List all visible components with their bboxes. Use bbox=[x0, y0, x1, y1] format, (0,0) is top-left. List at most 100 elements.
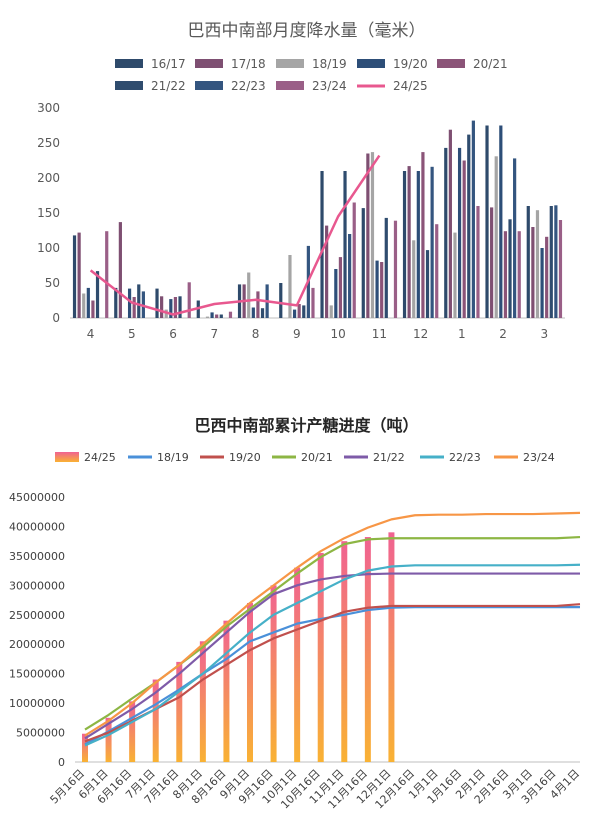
bar-20-21 bbox=[132, 297, 136, 318]
sugar-production-chart: 巴西中南部累计产糖进度（吨） 0 5000000 10000000 15000000 2… bbox=[0, 400, 613, 830]
bar-21-22 bbox=[219, 314, 223, 318]
bar-16-17 bbox=[72, 235, 77, 318]
y-tick-label: 0 bbox=[58, 756, 65, 769]
bar-17-18 bbox=[407, 166, 411, 318]
bar-24-25 bbox=[152, 679, 159, 762]
sugar-production-chart-svg: 0 5000000 10000000 15000000 20000000 25000000… bbox=[9, 451, 582, 811]
bar-19-20 bbox=[86, 287, 90, 318]
bar-21-22 bbox=[384, 217, 388, 318]
y-tick-label: 50 bbox=[45, 276, 60, 290]
bar-17-18 bbox=[325, 225, 329, 318]
bar-18-19 bbox=[370, 152, 375, 318]
bar-23-24 bbox=[228, 311, 233, 318]
legend-swatch bbox=[195, 59, 223, 68]
legend-swatch bbox=[55, 452, 79, 462]
bar-20-21 bbox=[91, 300, 95, 318]
bar-18-19 bbox=[453, 232, 457, 318]
legend-swatch bbox=[115, 59, 143, 68]
line-21-22 bbox=[84, 572, 580, 740]
bar-17-18 bbox=[118, 222, 122, 318]
bar-21-22 bbox=[549, 206, 553, 318]
x-tick-label: 8 bbox=[252, 327, 260, 341]
x-tick-label: 3 bbox=[541, 327, 549, 341]
line-24-25 bbox=[89, 154, 381, 316]
y-tick-label: 30000000 bbox=[9, 579, 65, 592]
precipitation-chart: 巴西中南部月度降水量（毫米） 0 50 100 150 200 250 300 4 5 6 7 8 9 1… bbox=[0, 0, 613, 360]
bar-18-19 bbox=[82, 293, 86, 318]
x-tick-label: 7 bbox=[211, 327, 219, 341]
bar-18-19 bbox=[535, 210, 540, 318]
y-tick-label: 45000000 bbox=[9, 491, 65, 504]
bar-16-17 bbox=[155, 288, 159, 318]
y-tick-label: 10000000 bbox=[9, 697, 65, 710]
x-tick-label: 4 bbox=[87, 327, 95, 341]
bar-24-25 bbox=[223, 620, 230, 762]
bar-19-20 bbox=[375, 260, 379, 318]
legend-label: 20/21 bbox=[301, 451, 333, 464]
bar-16-17 bbox=[444, 147, 448, 318]
y-tick-label: 300 bbox=[37, 101, 60, 115]
bar-17-18 bbox=[490, 207, 494, 318]
bar-16-17 bbox=[485, 125, 489, 318]
bar-23-24 bbox=[517, 231, 521, 318]
bar-20-21 bbox=[297, 304, 301, 318]
bar-22-23 bbox=[513, 158, 517, 318]
bar-21-22 bbox=[467, 134, 471, 318]
line-18-19 bbox=[84, 606, 580, 746]
bar-18-19 bbox=[205, 316, 210, 318]
bar-16-17 bbox=[402, 171, 407, 318]
y-tick-label: 100 bbox=[37, 241, 60, 255]
bar-21-22 bbox=[343, 171, 347, 318]
legend-label: 18/19 bbox=[312, 57, 347, 71]
legend-label: 23/24 bbox=[523, 451, 555, 464]
bar-24-25 bbox=[82, 733, 88, 762]
chart-title: 巴西中南部累计产糖进度（吨） bbox=[194, 416, 419, 435]
bar-20-21 bbox=[173, 297, 178, 318]
bar-20-21 bbox=[338, 257, 343, 318]
bar-24-25 bbox=[317, 552, 324, 762]
legend-label: 21/22 bbox=[373, 451, 405, 464]
legend-label: 21/22 bbox=[151, 79, 186, 93]
legend-swatch bbox=[276, 59, 304, 68]
chart-title: 巴西中南部月度降水量（毫米） bbox=[187, 21, 426, 41]
bar-22-23 bbox=[471, 120, 475, 318]
bar-19-20 bbox=[540, 248, 544, 318]
legend-label: 22/23 bbox=[231, 79, 266, 93]
bar-21-22 bbox=[425, 250, 430, 318]
legend-swatch bbox=[195, 81, 223, 90]
x-tick-label: 5 bbox=[128, 327, 136, 341]
legend-label: 19/20 bbox=[393, 57, 428, 71]
line-23-24 bbox=[84, 511, 581, 737]
bar-20-21 bbox=[256, 291, 260, 318]
legend-label: 23/24 bbox=[312, 79, 347, 93]
bar-24-25 bbox=[341, 541, 348, 762]
bar-21-22 bbox=[508, 219, 512, 318]
bar-19-20 bbox=[499, 125, 503, 318]
bar-23-24 bbox=[435, 224, 439, 318]
bar-24-25 bbox=[294, 567, 301, 762]
y-tick-label: 20000000 bbox=[9, 638, 65, 651]
bar-20-21 bbox=[421, 152, 425, 318]
legend-label: 24/25 bbox=[84, 451, 116, 464]
legend-swatch bbox=[115, 81, 143, 90]
bar-21-22 bbox=[302, 305, 306, 318]
bar-16-17 bbox=[114, 287, 118, 318]
x-tick-label: 1 bbox=[458, 327, 466, 341]
y-tick-label: 40000000 bbox=[9, 520, 65, 533]
legend-label: 22/23 bbox=[449, 451, 481, 464]
bar-20-21 bbox=[503, 231, 508, 318]
bar-16-17 bbox=[320, 171, 324, 318]
bar-18-19 bbox=[494, 156, 498, 318]
legend-label: 18/19 bbox=[157, 451, 189, 464]
x-tick-label: 9 bbox=[293, 327, 301, 341]
y-tick-label: 35000000 bbox=[9, 550, 65, 563]
bar-24-25 bbox=[388, 532, 395, 762]
bar-19-20 bbox=[251, 307, 255, 318]
legend-label: 19/20 bbox=[229, 451, 261, 464]
line-22-23 bbox=[84, 563, 581, 747]
y-tick-label: 25000000 bbox=[9, 609, 65, 622]
x-tick-label: 11 bbox=[372, 327, 387, 341]
bar-24-25 bbox=[129, 701, 136, 762]
bar-23-24 bbox=[476, 206, 480, 318]
bar-24-25 bbox=[247, 603, 253, 762]
